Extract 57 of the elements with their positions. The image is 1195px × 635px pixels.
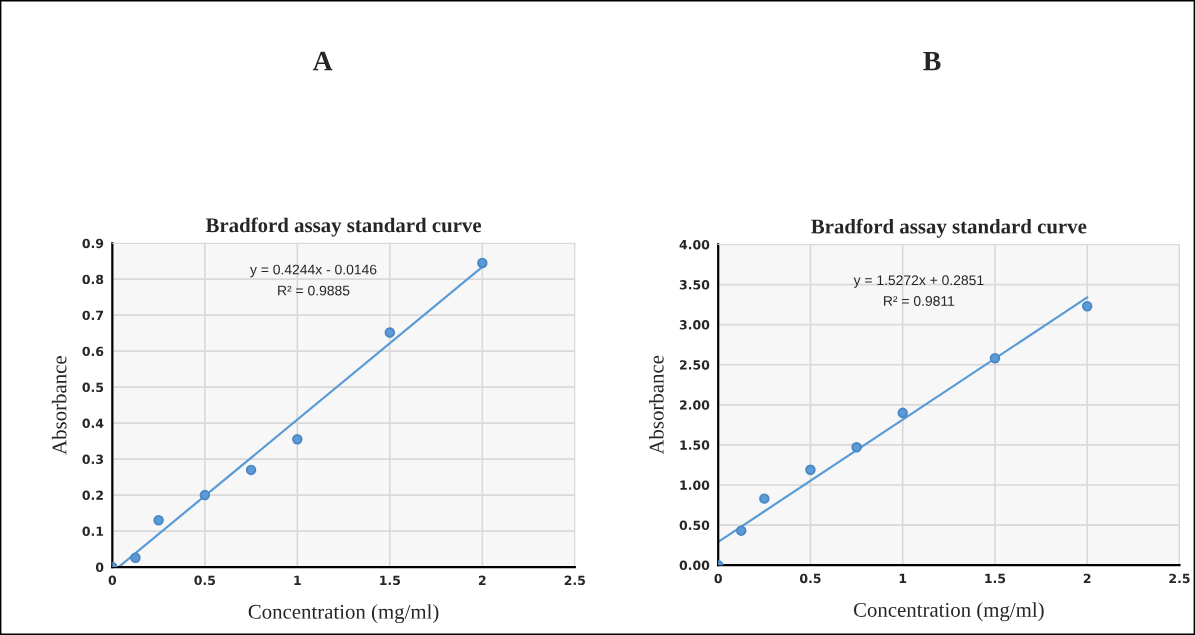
y-tick-label: 0.7 [82,310,103,321]
x-axis-title: Concentration (mg/ml) [248,604,439,624]
x-tick-label: 0 [714,573,722,584]
y-tick-label: 0.00 [679,560,710,571]
y-tick-label: 3.00 [679,320,710,330]
text: A [312,51,333,71]
y-tick-label: 0.9 [82,238,104,249]
text: B [923,51,941,71]
point [199,489,211,501]
x-axis-title: Concentration (mg/ml) [853,602,1044,622]
point [759,493,770,504]
annotation: R² = 0.9885 [278,285,350,296]
chart-title: Bradford assay standard curve [811,218,1087,238]
point [805,464,816,475]
annotation: R² = 0.9811 [884,296,955,306]
point [384,327,396,338]
point [851,442,862,453]
point [897,407,908,419]
x-tick-label: 1.5 [380,575,401,586]
chart-title: Bradford assay standard curve [205,217,482,237]
y-tick-label: 0 [95,562,104,572]
y-tick-label: 0.6 [82,346,104,357]
y-tick-label: 2.00 [680,400,710,410]
x-tick-label: 2.5 [564,575,585,586]
y-tick-label: 0.4 [82,418,104,429]
point [477,257,488,269]
x-tick-label: 1 [899,573,907,583]
point [1081,300,1093,312]
annotation: y = 0.4244x - 0.0146 [250,264,377,278]
y-tick-label: 3.50 [679,280,710,290]
x-tick-label: 2 [1083,573,1091,583]
point [245,464,257,476]
point [989,353,1001,364]
x-tick-label: 2 [478,575,486,585]
point [292,434,303,445]
x-tick-label: 2.5 [1169,573,1190,584]
x-tick-label: 0 [108,575,117,586]
point [736,525,747,536]
y-tick-label: 0.5 [82,382,104,393]
x-tick-label: 1.5 [985,573,1006,584]
y-tick-label: 1.50 [680,440,710,450]
y-tick-label: 0.8 [82,274,104,285]
x-tick-label: 1 [294,575,301,585]
annotation: y = 1.5272x + 0.2851 [853,275,984,288]
x-tick-label: 0.5 [194,575,216,586]
y-tick-label: 0.2 [82,490,103,501]
x-tick-label: 0.5 [799,573,821,584]
y-tick-label: 2.50 [680,360,710,370]
y-tick-label: 4.00 [679,239,710,250]
y-axis-title: Absorbance [51,356,67,455]
y-tick-label: 0.1 [82,526,104,536]
point [153,515,164,526]
point [130,552,141,563]
y-tick-label: 0.50 [679,520,710,530]
y-tick-label: 0.3 [82,454,103,465]
y-axis-title: Absorbance [649,355,664,455]
y-tick-label: 1.00 [680,480,710,490]
